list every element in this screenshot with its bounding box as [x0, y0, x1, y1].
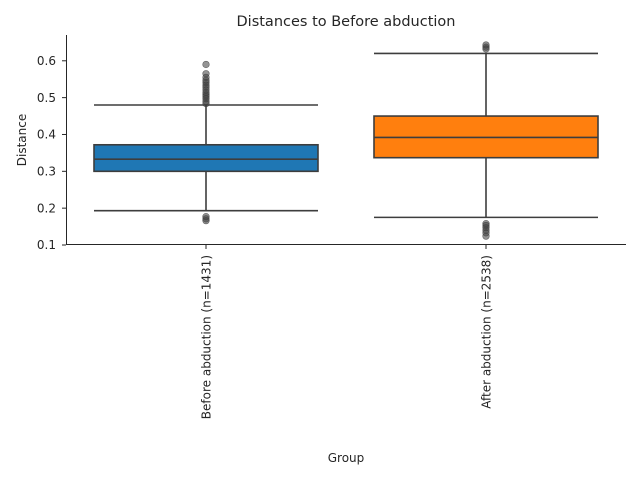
box-group — [93, 60, 319, 225]
y-axis-ticks: 0.1 0.2 0.3 0.4 0.5 0.6 — [37, 54, 66, 252]
y-tick-label: 0.1 — [37, 238, 56, 252]
y-axis-label: Distance — [15, 114, 29, 166]
x-axis-ticks: Before abduction (n=1431) After abduction… — [200, 245, 494, 419]
box-group — [373, 41, 599, 240]
outlier-point — [202, 213, 210, 221]
outlier-point — [482, 220, 490, 228]
outlier-point — [202, 60, 210, 69]
y-tick-label: 0.3 — [37, 165, 56, 179]
x-tick-label: Before abduction (n=1431) — [200, 255, 214, 419]
x-tick-label: After abduction (n=2538) — [480, 255, 494, 409]
outlier-point — [482, 41, 490, 49]
y-tick-label: 0.5 — [37, 91, 56, 105]
box-iqr — [93, 143, 319, 173]
chart-title: Distances to Before abduction — [237, 14, 456, 30]
outlier-point — [202, 70, 210, 78]
y-tick-label: 0.2 — [37, 201, 56, 215]
y-tick-label: 0.6 — [37, 54, 56, 68]
x-axis-label: Group — [328, 451, 365, 465]
y-tick-label: 0.4 — [37, 128, 56, 142]
plot-area — [93, 41, 599, 240]
